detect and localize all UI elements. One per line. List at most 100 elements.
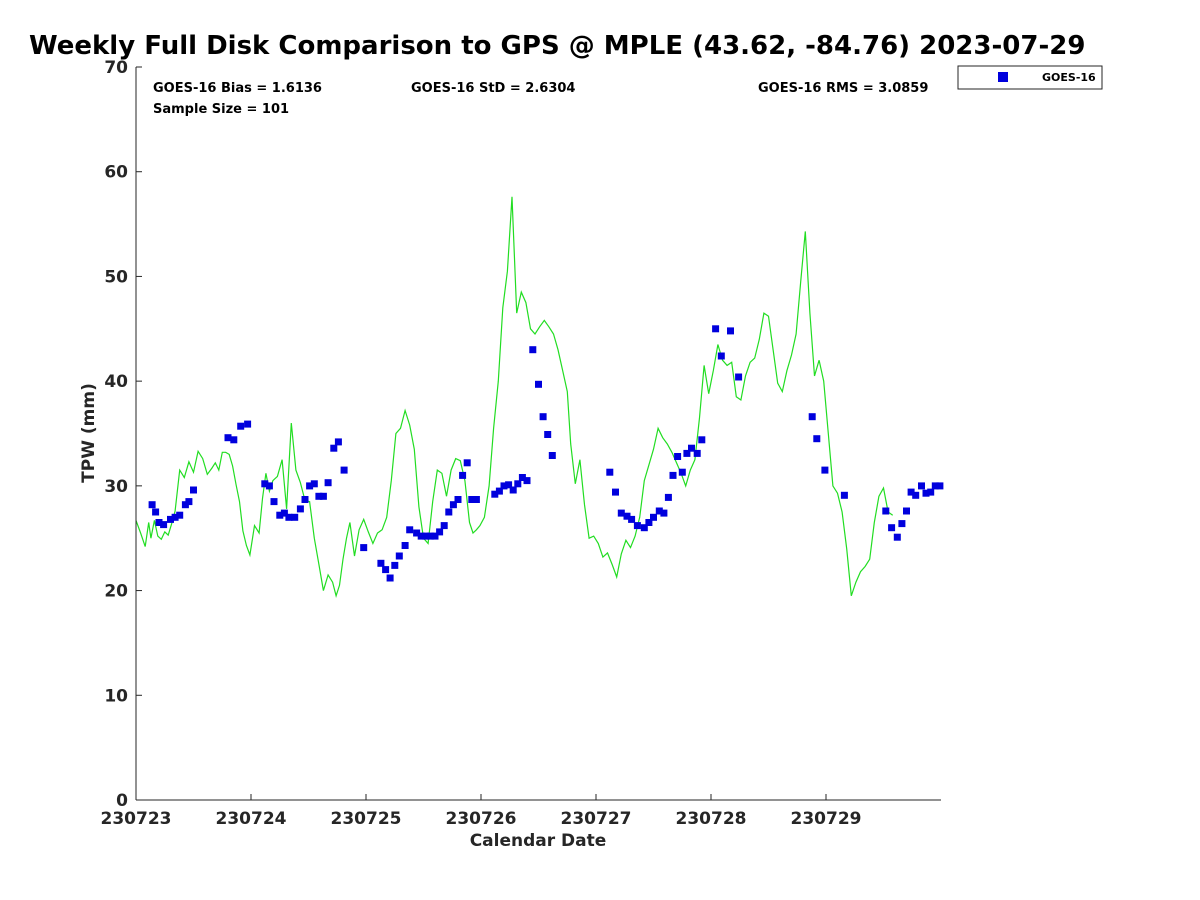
goes-data-point <box>628 515 636 523</box>
goes-data-point <box>936 482 944 490</box>
y-tick-label: 40 <box>104 372 128 392</box>
legend-marker <box>998 72 1008 82</box>
goes-data-point <box>224 434 232 442</box>
goes-data-point <box>617 509 625 517</box>
goes-data-point <box>472 496 480 503</box>
goes-data-point <box>468 496 476 503</box>
goes-data-point <box>426 532 434 540</box>
goes-data-point <box>406 526 414 534</box>
goes-data-point <box>176 511 184 519</box>
goes-data-point <box>155 519 163 526</box>
goes-data-point <box>898 520 906 528</box>
legend: GOES-16 <box>957 65 1103 90</box>
goes-data-point <box>382 566 390 574</box>
y-tick-label: 10 <box>104 686 128 706</box>
goes-data-point <box>612 488 619 496</box>
goes-data-point <box>310 480 318 488</box>
goes-data-point <box>324 479 332 487</box>
goes-data-point <box>529 346 537 354</box>
goes-data-point <box>893 533 901 541</box>
goes-data-point <box>509 486 517 494</box>
goes-data-point <box>360 544 368 552</box>
goes-data-point <box>912 491 920 499</box>
x-axis-label: Calendar Date <box>470 831 607 851</box>
goes-data-point <box>395 552 403 560</box>
goes-data-point <box>674 453 682 460</box>
goes-data-point <box>717 352 725 360</box>
goes-data-point <box>821 466 829 474</box>
y-tick-label: 30 <box>104 477 128 497</box>
goes-data-point <box>655 507 663 515</box>
goes-data-point <box>606 468 614 476</box>
y-tick-label: 0 <box>116 791 128 811</box>
goes-data-point <box>918 482 925 490</box>
y-tick-label: 60 <box>104 163 128 183</box>
goes-data-point <box>922 489 930 497</box>
goes-data-point <box>514 480 522 488</box>
goes-data-point <box>261 480 269 488</box>
bias-stat: GOES-16 Bias = 1.6136 <box>153 81 322 96</box>
goes-data-point <box>167 515 174 523</box>
goes-data-point <box>735 373 743 381</box>
goes-data-point <box>265 482 273 490</box>
goes-data-point <box>391 561 399 569</box>
goes-data-point <box>539 413 547 421</box>
goes-data-point <box>693 449 701 457</box>
x-tick-label: 230724 <box>216 809 287 829</box>
goes-data-point <box>813 435 821 443</box>
y-tick-label: 70 <box>104 58 128 78</box>
goes-data-point <box>296 505 304 513</box>
goes-data-point <box>436 528 444 536</box>
goes-data-point <box>306 482 314 490</box>
y-tick-label: 20 <box>104 582 128 602</box>
goes-data-point <box>152 508 160 516</box>
goes-data-point <box>171 513 179 521</box>
goes-data-point <box>623 512 631 520</box>
goes-data-point <box>301 496 309 503</box>
goes-data-point <box>334 438 342 446</box>
goes-data-point <box>315 492 323 500</box>
goes-data-point <box>688 444 695 452</box>
goes-data-point <box>664 493 672 501</box>
goes-data-point <box>459 471 467 479</box>
goes-data-point <box>535 380 542 388</box>
chart-title: Weekly Full Disk Comparison to GPS @ MPL… <box>29 31 1085 61</box>
goes-data-point <box>888 524 896 532</box>
x-tick-label: 230728 <box>676 809 747 829</box>
goes-data-point <box>931 482 939 490</box>
goes-data-point <box>386 574 394 582</box>
x-tick-label: 230729 <box>791 809 862 829</box>
goes-data-point <box>882 507 890 515</box>
goes-data-point <box>660 509 668 517</box>
goes-data-point <box>698 436 706 444</box>
goes-data-point <box>319 492 327 500</box>
sample-size-stat: Sample Size = 101 <box>153 102 289 117</box>
goes-data-point <box>907 488 915 496</box>
goes-data-point <box>276 511 284 519</box>
plot-area <box>135 196 944 598</box>
goes-data-point <box>285 513 293 521</box>
goes-data-point <box>431 532 439 540</box>
goes-data-point <box>544 431 552 438</box>
goes-data-point <box>633 522 641 530</box>
goes-data-point <box>645 519 653 526</box>
goes-data-point <box>190 486 197 494</box>
goes-data-point <box>518 474 526 481</box>
goes-data-point <box>491 490 499 498</box>
goes-data-point <box>270 498 278 506</box>
goes-data-point <box>548 452 556 459</box>
x-axis-ticks: 230723 230724 230725 230726 230727 230728 2307… <box>101 794 862 829</box>
goes-data-point <box>840 491 848 499</box>
goes-data-point <box>291 513 299 521</box>
goes-data-point <box>683 449 691 457</box>
y-tick-label: 50 <box>104 267 128 287</box>
goes-data-point <box>523 477 531 485</box>
goes-data-point <box>449 501 457 509</box>
rms-stat: GOES-16 RMS = 3.0859 <box>758 81 928 96</box>
y-axis-label: TPW (mm) <box>79 383 99 483</box>
std-stat: GOES-16 StD = 2.6304 <box>411 81 575 96</box>
goes-data-point <box>463 459 471 467</box>
goes-data-point <box>445 508 453 516</box>
goes-data-point <box>669 471 677 479</box>
